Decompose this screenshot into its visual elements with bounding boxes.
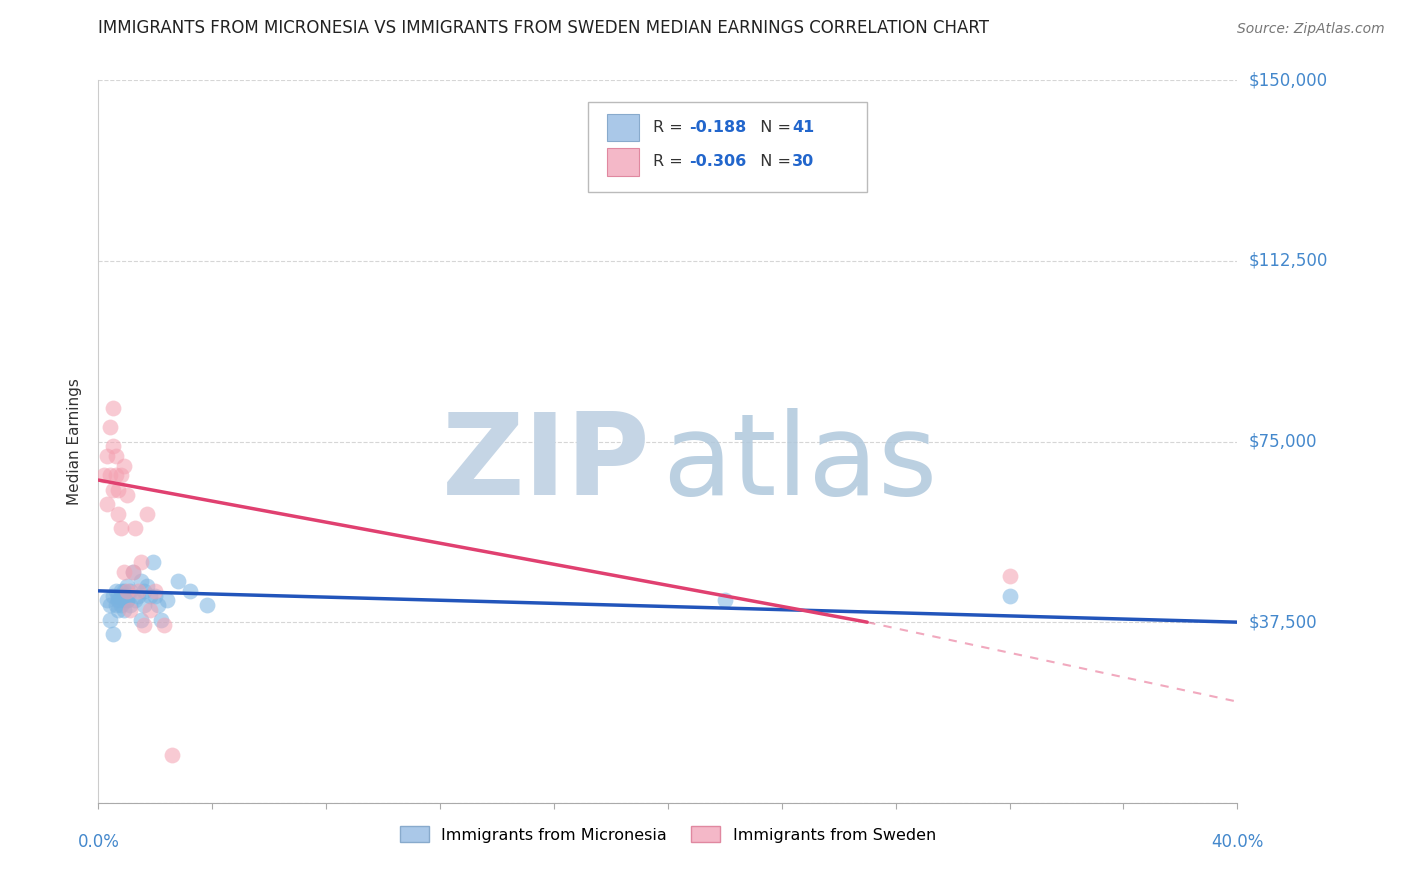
Point bbox=[110, 468, 132, 483]
Point bbox=[135, 507, 157, 521]
FancyBboxPatch shape bbox=[607, 148, 640, 176]
Text: $112,500: $112,500 bbox=[1249, 252, 1327, 270]
Point bbox=[162, 747, 184, 762]
Point bbox=[115, 589, 138, 603]
Point bbox=[115, 583, 138, 598]
Point bbox=[121, 565, 143, 579]
Text: 0.0%: 0.0% bbox=[77, 833, 120, 851]
Point bbox=[148, 599, 170, 613]
Point bbox=[112, 565, 135, 579]
Point bbox=[118, 583, 141, 598]
Point bbox=[118, 599, 141, 613]
Text: R =: R = bbox=[652, 120, 688, 135]
Point bbox=[104, 583, 127, 598]
Point bbox=[132, 583, 155, 598]
Point bbox=[145, 583, 167, 598]
Text: $150,000: $150,000 bbox=[1249, 71, 1327, 89]
Point bbox=[121, 565, 143, 579]
Point bbox=[179, 583, 201, 598]
Y-axis label: Median Earnings: Median Earnings bbox=[67, 378, 83, 505]
Point bbox=[96, 497, 118, 511]
Point bbox=[127, 589, 149, 603]
FancyBboxPatch shape bbox=[607, 113, 640, 141]
Text: N =: N = bbox=[749, 154, 796, 169]
Point bbox=[112, 603, 135, 617]
Point bbox=[104, 449, 127, 463]
Point bbox=[93, 468, 115, 483]
Text: atlas: atlas bbox=[662, 408, 938, 519]
Point bbox=[107, 603, 129, 617]
Point bbox=[141, 555, 163, 569]
Text: -0.306: -0.306 bbox=[689, 154, 747, 169]
Point bbox=[998, 569, 1021, 583]
Point bbox=[101, 589, 124, 603]
Point bbox=[124, 593, 146, 607]
Point bbox=[110, 521, 132, 535]
Point bbox=[98, 613, 121, 627]
Point bbox=[135, 579, 157, 593]
Point bbox=[145, 589, 167, 603]
Point bbox=[98, 599, 121, 613]
Point bbox=[107, 483, 129, 497]
Point bbox=[101, 401, 124, 415]
Point bbox=[115, 593, 138, 607]
Point bbox=[129, 555, 152, 569]
Text: N =: N = bbox=[749, 120, 796, 135]
Legend: Immigrants from Micronesia, Immigrants from Sweden: Immigrants from Micronesia, Immigrants f… bbox=[394, 820, 942, 849]
Point bbox=[138, 603, 160, 617]
Text: IMMIGRANTS FROM MICRONESIA VS IMMIGRANTS FROM SWEDEN MEDIAN EARNINGS CORRELATION: IMMIGRANTS FROM MICRONESIA VS IMMIGRANTS… bbox=[98, 19, 990, 37]
Point bbox=[104, 599, 127, 613]
Point bbox=[115, 579, 138, 593]
Point bbox=[110, 583, 132, 598]
Text: 40.0%: 40.0% bbox=[1211, 833, 1264, 851]
Point bbox=[110, 589, 132, 603]
FancyBboxPatch shape bbox=[588, 102, 868, 193]
Point bbox=[98, 420, 121, 434]
Point bbox=[129, 613, 152, 627]
Point bbox=[714, 593, 737, 607]
Point bbox=[101, 627, 124, 641]
Text: 41: 41 bbox=[792, 120, 814, 135]
Point bbox=[101, 439, 124, 453]
Point bbox=[104, 468, 127, 483]
Text: $75,000: $75,000 bbox=[1249, 433, 1317, 450]
Point bbox=[112, 583, 135, 598]
Text: ZIP: ZIP bbox=[443, 408, 651, 519]
Point bbox=[138, 589, 160, 603]
Point bbox=[195, 599, 218, 613]
Point bbox=[127, 583, 149, 598]
Point bbox=[167, 574, 190, 589]
Point bbox=[156, 593, 179, 607]
Point bbox=[124, 521, 146, 535]
Text: -0.188: -0.188 bbox=[689, 120, 747, 135]
Point bbox=[129, 574, 152, 589]
Point bbox=[115, 487, 138, 501]
Point bbox=[107, 507, 129, 521]
Point bbox=[101, 483, 124, 497]
Point bbox=[112, 593, 135, 607]
Point bbox=[112, 458, 135, 473]
Point bbox=[115, 593, 138, 607]
Point bbox=[132, 599, 155, 613]
Point bbox=[153, 617, 176, 632]
Text: R =: R = bbox=[652, 154, 688, 169]
Point bbox=[118, 603, 141, 617]
Point bbox=[96, 449, 118, 463]
Point bbox=[132, 617, 155, 632]
Text: $37,500: $37,500 bbox=[1249, 613, 1317, 632]
Point bbox=[998, 589, 1021, 603]
Point bbox=[98, 468, 121, 483]
Point bbox=[110, 599, 132, 613]
Text: 30: 30 bbox=[792, 154, 814, 169]
Point bbox=[150, 613, 173, 627]
Point bbox=[96, 593, 118, 607]
Text: Source: ZipAtlas.com: Source: ZipAtlas.com bbox=[1237, 22, 1385, 37]
Point bbox=[107, 593, 129, 607]
Point bbox=[107, 589, 129, 603]
